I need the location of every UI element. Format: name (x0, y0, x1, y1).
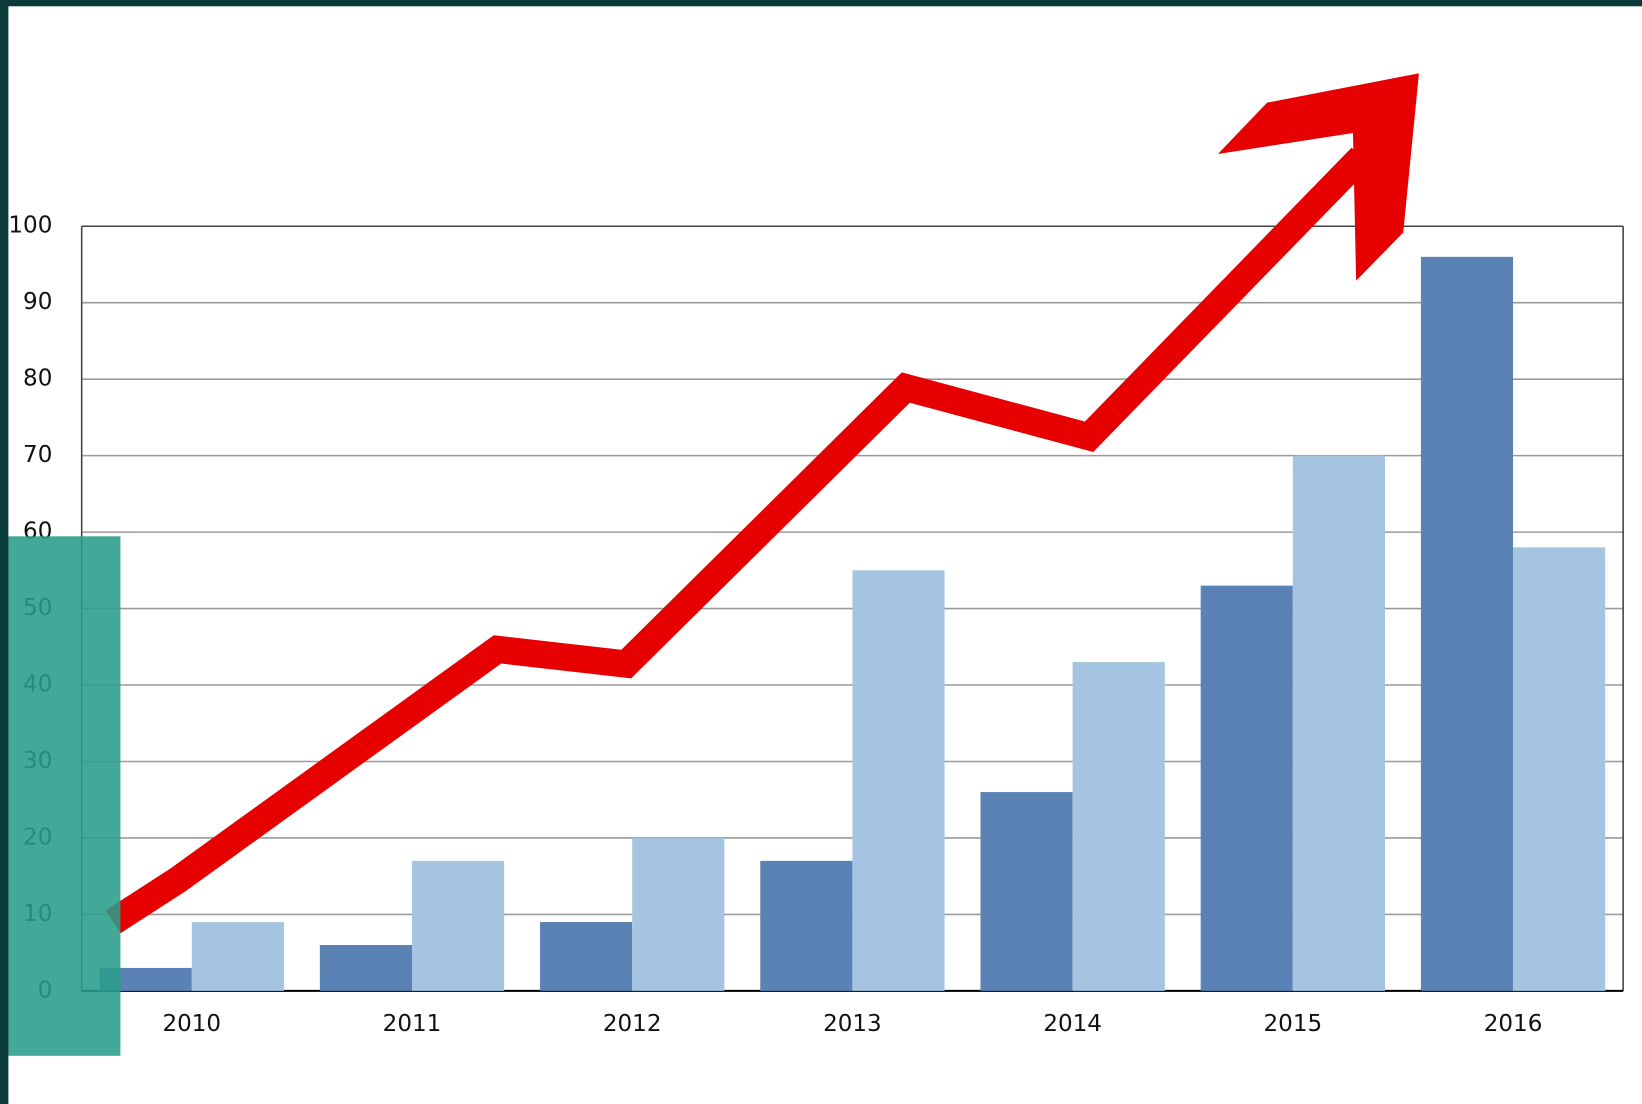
bar (1072, 662, 1165, 991)
bars (99, 256, 1606, 991)
bar (1292, 455, 1385, 991)
arrow-shaft (105, 147, 1372, 934)
x-tick-label: 2012 (603, 1011, 662, 1037)
overlay-box (0, 536, 121, 1056)
x-tick-label: 2014 (1043, 1011, 1102, 1037)
arrow-head (1217, 73, 1419, 281)
x-tick-label: 2016 (1484, 1011, 1543, 1037)
x-tick-label: 2011 (383, 1011, 442, 1037)
bar (632, 837, 725, 991)
y-tick-label: 80 (23, 366, 52, 392)
bar (540, 922, 633, 991)
y-tick-label: 100 (8, 213, 52, 239)
frame-top (0, 0, 1642, 7)
bar (852, 570, 945, 991)
bar (319, 944, 412, 991)
frame-left (0, 0, 9, 1104)
bar (1420, 256, 1514, 991)
x-tick-label: 2010 (162, 1011, 221, 1037)
bar (411, 860, 505, 991)
bar (760, 860, 853, 991)
bar (191, 922, 284, 991)
y-tick-label: 90 (23, 289, 52, 315)
bar (980, 792, 1073, 991)
x-tick-label: 2013 (823, 1011, 882, 1037)
x-tick-label: 2015 (1264, 1011, 1323, 1037)
bar (1200, 585, 1293, 991)
trend-arrow (105, 73, 1419, 934)
bar (1513, 547, 1606, 991)
bar (99, 967, 192, 991)
y-tick-label: 70 (23, 442, 52, 468)
